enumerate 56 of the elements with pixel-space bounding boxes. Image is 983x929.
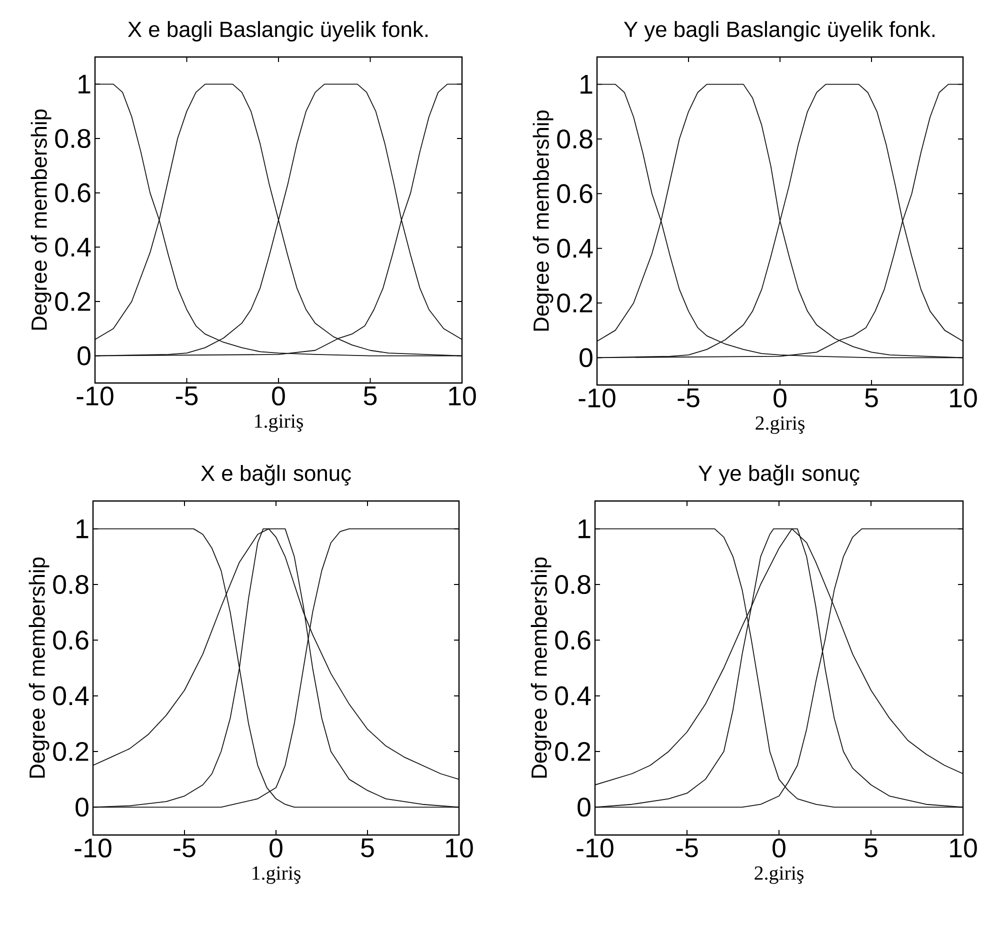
y-tick-label: 0.6: [53, 630, 88, 650]
x-tick-label: -10: [74, 838, 112, 858]
x-tick-label: 10: [950, 388, 977, 408]
x-tick-label: -5: [176, 386, 198, 406]
y-tick-label: 0.6: [555, 630, 590, 650]
chart-title: Y ye bağlı sonuç: [698, 464, 860, 486]
y-axis-title: Degree of membership: [530, 557, 552, 778]
y-tick-label: 0.4: [557, 238, 593, 258]
x-tick-label: -5: [676, 838, 698, 858]
y-tick-label: 0.4: [555, 686, 591, 706]
x-axis-title: 1.giriş: [252, 866, 300, 884]
x-tick-label: -5: [174, 838, 196, 858]
y-tick-label: 0: [76, 798, 88, 817]
y-tick-label: 0.2: [557, 293, 592, 313]
x-tick-label: -10: [76, 386, 114, 406]
y-tick-label: 0.4: [53, 686, 89, 706]
y-axis-title: Degree of membership: [28, 557, 50, 778]
chart-title: X e bağlı sonuç: [200, 464, 351, 486]
x-tick-label: 0: [272, 386, 285, 406]
y-tick-label: 0.2: [555, 742, 590, 762]
x-tick-label: -5: [678, 388, 700, 408]
y-tick-label: 0.6: [55, 183, 90, 202]
y-tick-label: 0.8: [555, 574, 590, 594]
y-tick-label: 1: [78, 74, 90, 94]
x-axis-title: 2.giriş: [756, 416, 804, 434]
x-axis-title: 1.giriş: [255, 414, 303, 432]
x-tick-label: -10: [576, 838, 614, 858]
y-tick-label: 0.8: [53, 574, 88, 594]
x-tick-label: -10: [578, 388, 616, 408]
chart-title: X e bagli Baslangic üyelik fonk.: [128, 21, 428, 42]
y-tick-label: 0.2: [53, 742, 88, 762]
y-tick-label: 0: [578, 798, 590, 817]
x-tick-label: 5: [865, 388, 878, 408]
y-tick-label: 0.8: [557, 129, 592, 149]
x-tick-label: 5: [361, 838, 374, 858]
y-tick-label: 1: [578, 520, 590, 538]
x-tick-label: 0: [774, 388, 786, 408]
y-tick-label: 0.8: [55, 128, 90, 148]
x-tick-label: 10: [950, 838, 977, 858]
y-tick-label: 0.6: [557, 184, 592, 204]
y-tick-label: 0.4: [55, 238, 91, 257]
x-tick-label: 5: [364, 386, 377, 406]
y-tick-label: 0: [580, 348, 592, 368]
x-axis-title: 2.giriş: [754, 866, 804, 884]
x-tick-label: 10: [446, 838, 473, 858]
y-tick-label: 1: [580, 75, 592, 94]
x-tick-label: 5: [864, 838, 878, 858]
y-tick-label: 0: [78, 346, 90, 366]
x-tick-label: 0: [772, 838, 786, 858]
y-tick-label: 0.2: [55, 292, 90, 312]
x-tick-label: 10: [449, 386, 476, 406]
chart-title: Y ye bagli Baslangic üyelik fonk.: [624, 21, 935, 42]
x-tick-label: 0: [270, 838, 282, 858]
y-axis-title: Degree of membership: [532, 110, 554, 331]
y-axis-title: Degree of membership: [30, 109, 52, 330]
y-tick-label: 1: [76, 520, 88, 538]
